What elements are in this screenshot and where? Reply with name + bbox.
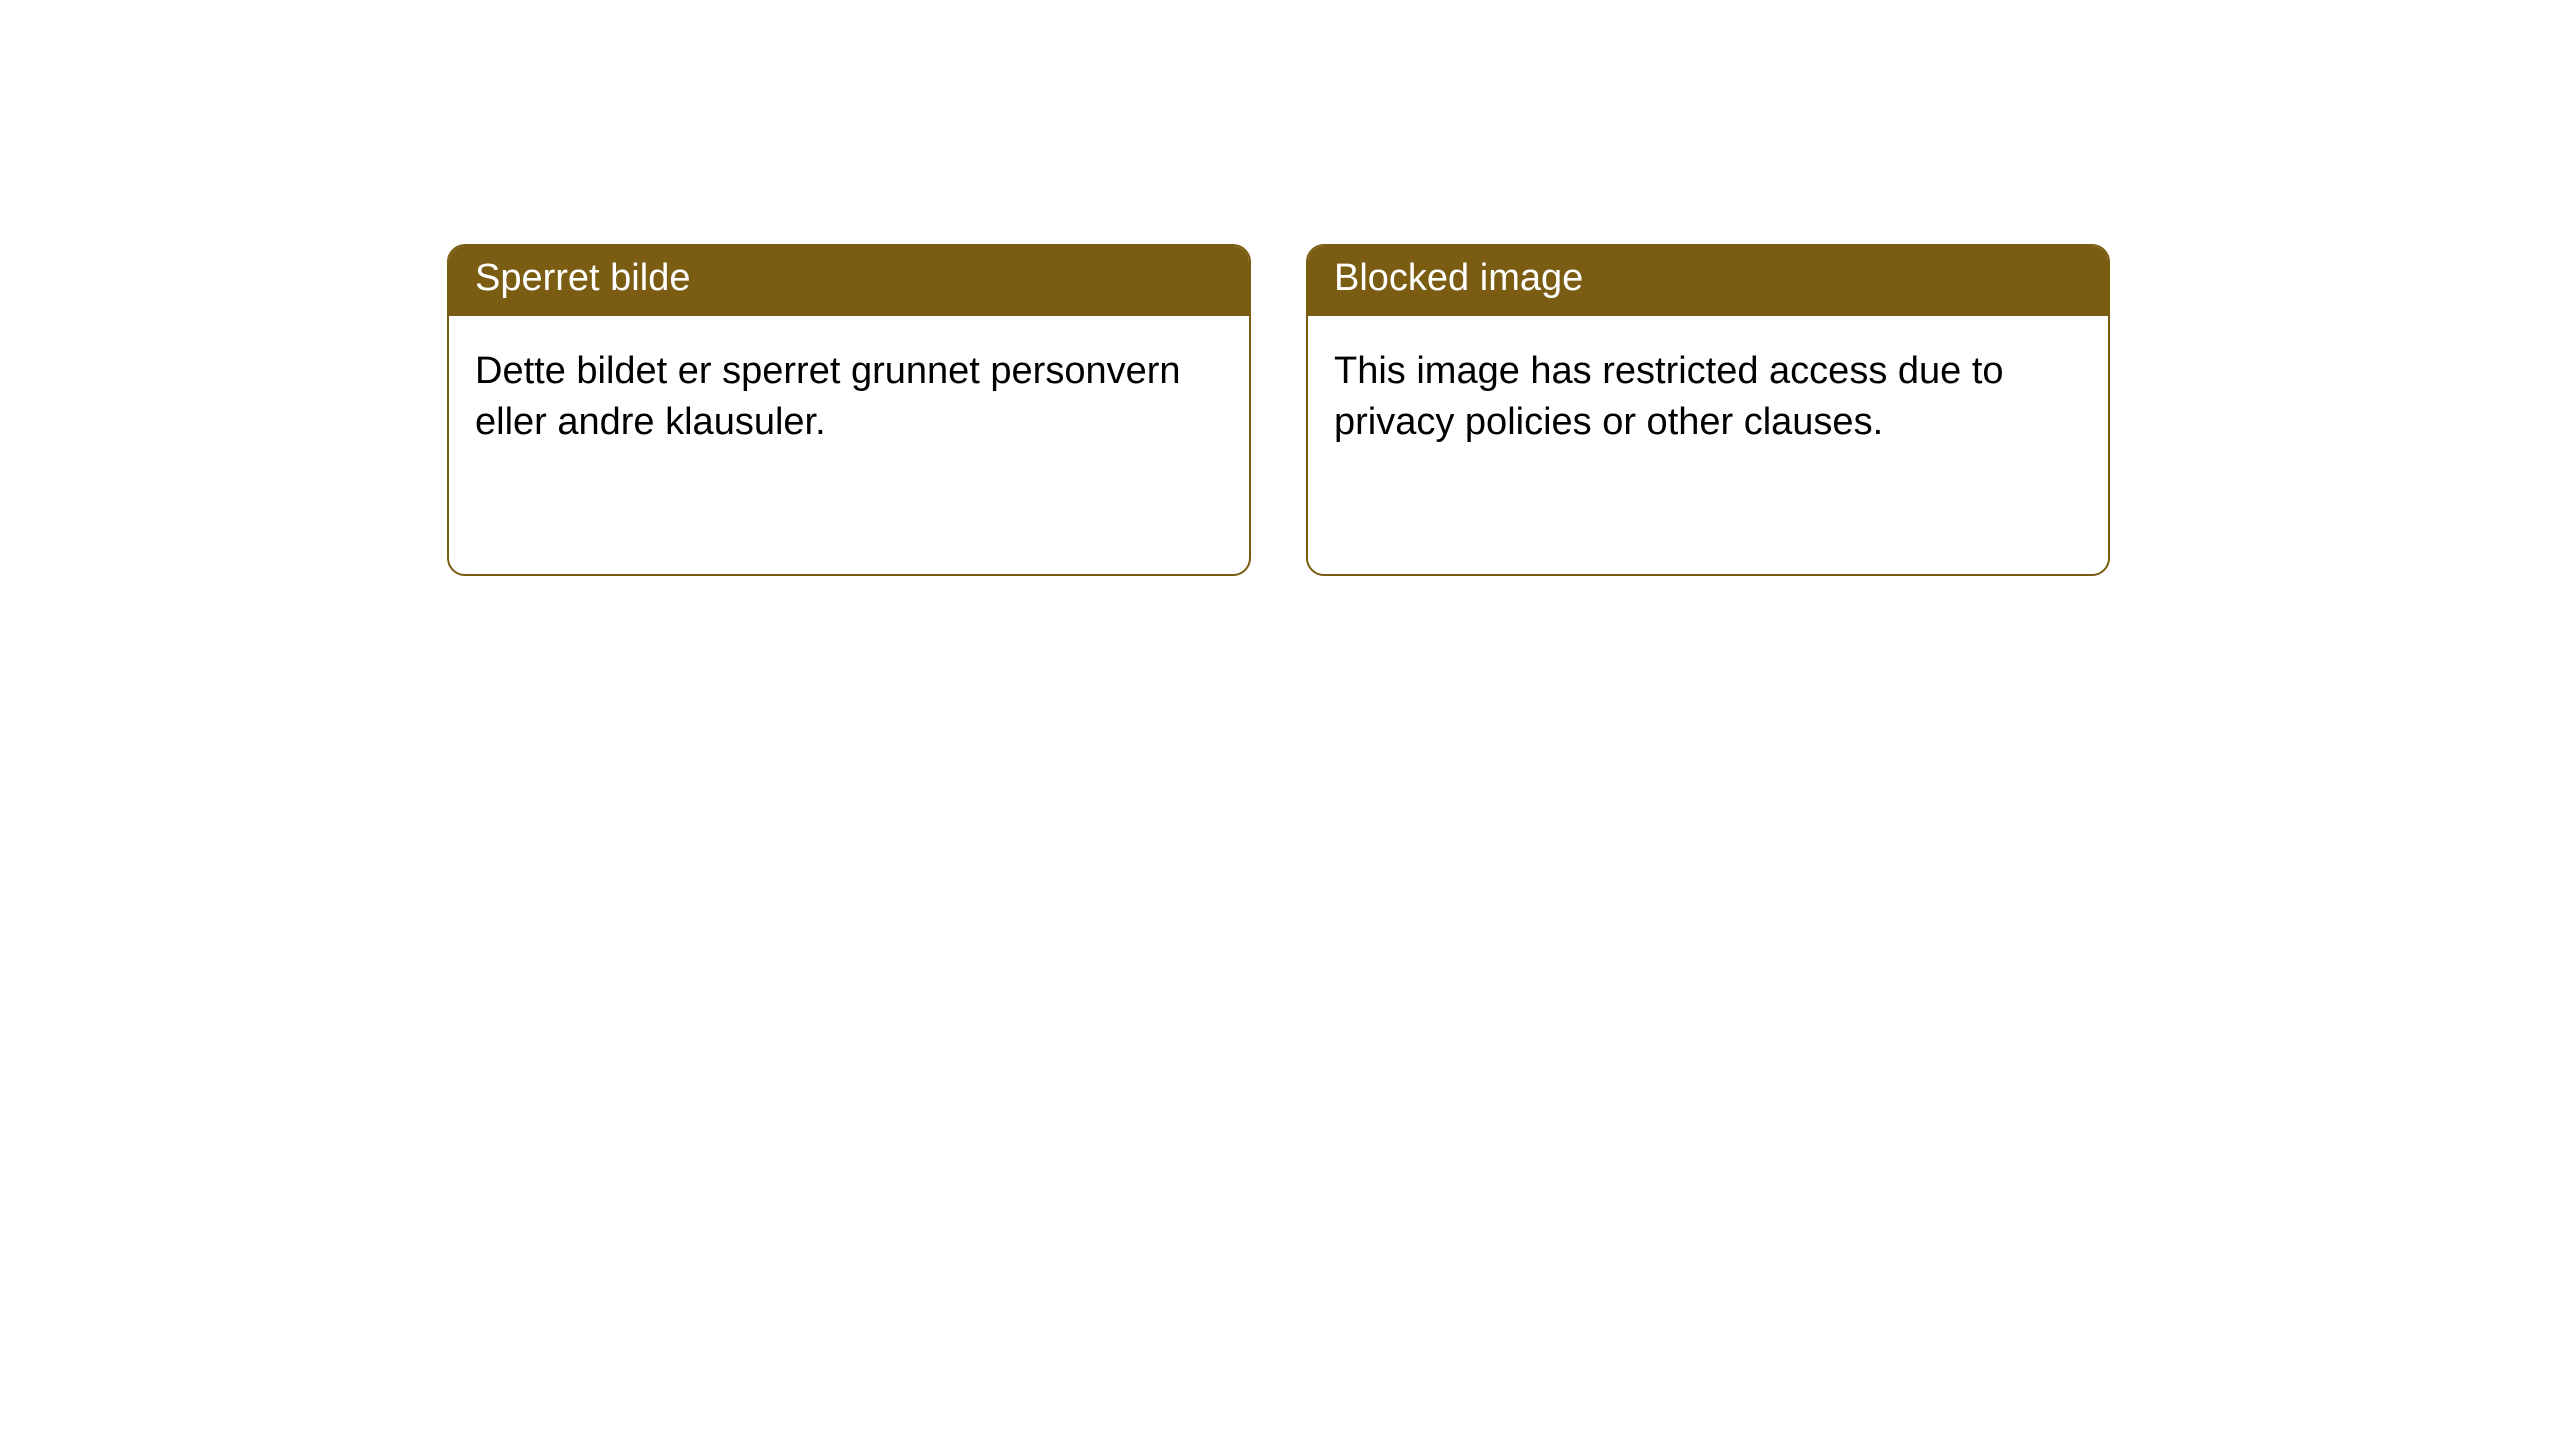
card-title: Sperret bilde	[475, 257, 690, 299]
card-header: Blocked image	[1308, 246, 2108, 316]
card-message: This image has restricted access due to …	[1334, 350, 2004, 443]
blocked-image-card-english: Blocked image This image has restricted …	[1306, 244, 2110, 576]
card-body: This image has restricted access due to …	[1308, 316, 2108, 479]
card-message: Dette bildet er sperret grunnet personve…	[475, 350, 1181, 443]
blocked-image-card-norwegian: Sperret bilde Dette bildet er sperret gr…	[447, 244, 1251, 576]
message-cards-container: Sperret bilde Dette bildet er sperret gr…	[447, 244, 2110, 576]
card-header: Sperret bilde	[449, 246, 1249, 316]
card-body: Dette bildet er sperret grunnet personve…	[449, 316, 1249, 479]
card-title: Blocked image	[1334, 257, 1583, 299]
